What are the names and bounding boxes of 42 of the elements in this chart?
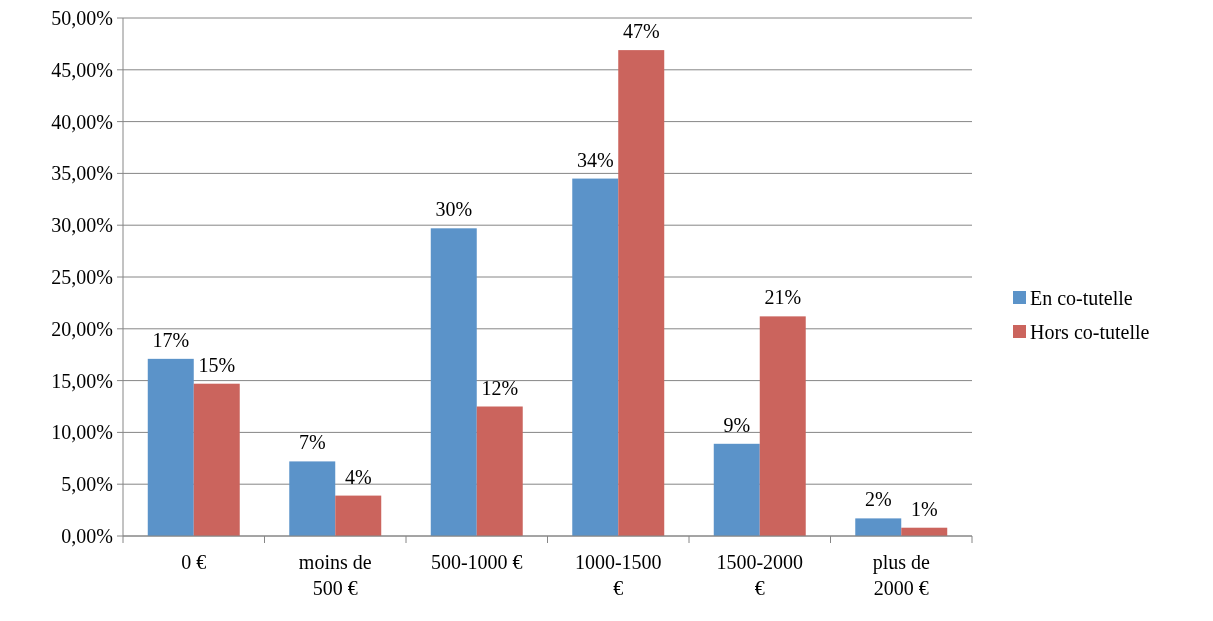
bar xyxy=(335,495,382,536)
data-label: 1% xyxy=(910,497,938,520)
data-label: 15% xyxy=(198,353,236,376)
bar xyxy=(618,50,665,536)
x-tick-label: 0 € xyxy=(181,551,207,573)
y-tick-label: 35,00% xyxy=(51,162,113,185)
y-tick-label: 45,00% xyxy=(51,58,113,81)
data-label: 4% xyxy=(344,465,372,488)
y-tick-label: 20,00% xyxy=(51,317,113,340)
bar xyxy=(572,178,619,536)
bar xyxy=(713,443,760,536)
y-tick-label: 5,00% xyxy=(61,473,113,496)
y-tick-label: 0,00% xyxy=(61,525,113,547)
bar xyxy=(193,383,240,536)
y-tick-label: 15,00% xyxy=(51,369,113,392)
y-tick-label: 30,00% xyxy=(51,214,113,237)
data-label: 2% xyxy=(864,488,892,511)
bar xyxy=(476,406,523,536)
data-label: 9% xyxy=(723,413,751,436)
bar xyxy=(289,461,336,536)
data-label: 34% xyxy=(576,148,614,171)
y-tick-label: 25,00% xyxy=(51,266,113,288)
y-tick-label: 10,00% xyxy=(51,421,113,444)
x-tick-label: 1500-2000 € xyxy=(716,551,804,599)
x-tick-label: 1000-1500 € xyxy=(574,551,662,599)
data-label: 7% xyxy=(298,431,326,454)
bar xyxy=(147,358,194,536)
data-label: 12% xyxy=(481,376,519,399)
bar xyxy=(430,228,477,536)
bar xyxy=(855,518,902,536)
x-tick-label: plus de 2000 € xyxy=(872,551,930,599)
bar xyxy=(759,316,806,536)
y-tick-label: 50,00% xyxy=(51,7,113,29)
data-label: 17% xyxy=(152,328,190,351)
data-label: 30% xyxy=(435,198,473,221)
legend-label: En co-tutelle xyxy=(1030,287,1133,309)
data-label: 21% xyxy=(764,286,802,309)
legend-label: Hors co-tutelle xyxy=(1030,321,1150,343)
y-tick-label: 40,00% xyxy=(51,110,113,133)
data-label: 47% xyxy=(622,20,660,43)
x-tick-label: moins de 500 € xyxy=(298,551,372,599)
x-tick-label: 500-1000 € xyxy=(430,551,523,573)
